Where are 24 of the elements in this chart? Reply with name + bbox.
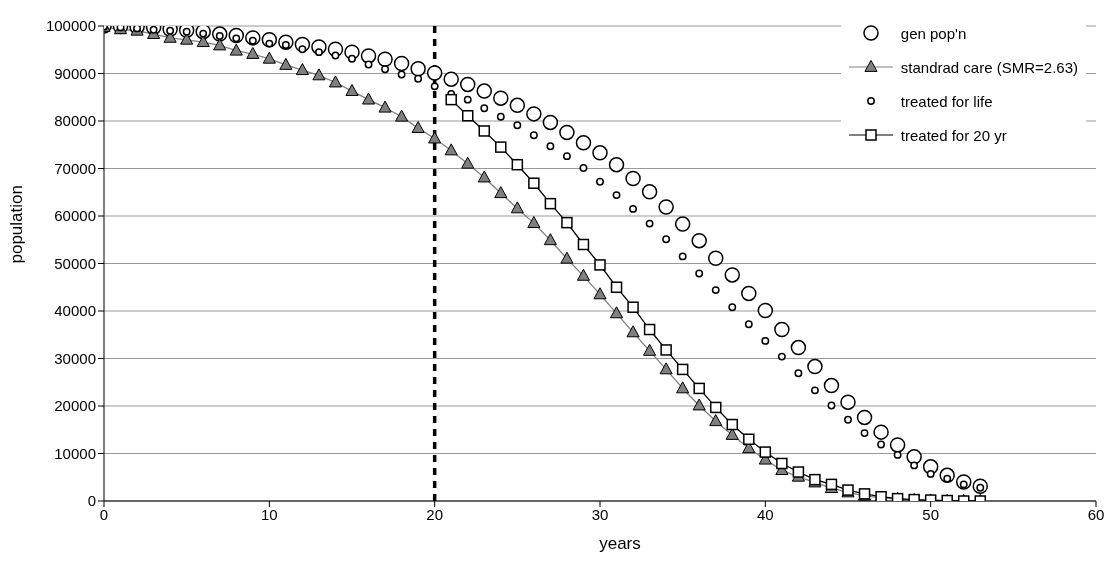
x-tick-label: 50 [922,505,940,523]
x-axis-title: years [599,534,641,553]
legend-label: treated for 20 yr [900,126,1007,144]
y-tick-label: 80000 [54,112,96,130]
x-tick-label: 20 [426,505,444,523]
x-tick-label: 10 [260,505,278,523]
legend-label: treated for life [900,92,993,110]
legend-label: standrad care (SMR=2.63) [900,58,1078,76]
x-tick-label: 30 [591,505,609,523]
legend-label: gen pop'n [900,24,967,42]
y-tick-label: 70000 [54,159,96,177]
y-tick-label: 40000 [54,302,96,320]
y-tick-label: 10000 [54,444,96,462]
y-tick-label: 0 [87,492,96,510]
x-tick-label: 60 [1087,505,1105,523]
x-tick-label: 0 [99,505,109,523]
y-tick-label: 50000 [54,254,96,272]
y-tick-label: 90000 [54,64,96,82]
x-tick-label: 40 [756,505,774,523]
y-tick-label: 20000 [54,397,96,415]
y-axis-title: population [7,185,27,264]
y-tick-label: 30000 [54,349,96,367]
y-tick-label: 100000 [45,17,96,35]
y-tick-label: 60000 [54,207,96,225]
